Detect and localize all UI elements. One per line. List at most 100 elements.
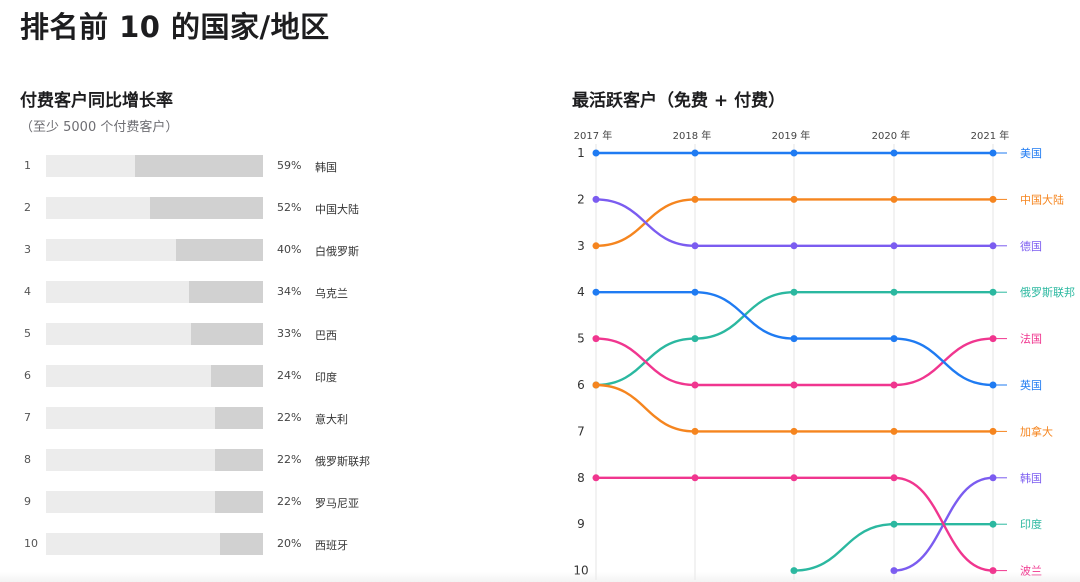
- series-end-label: 中国大陆: [1020, 192, 1064, 206]
- series-end-label: 法国: [1020, 332, 1042, 346]
- series-point: [890, 195, 898, 203]
- series-end-label: 印度: [1020, 517, 1042, 531]
- series-point: [890, 149, 898, 157]
- series-point: [691, 335, 699, 343]
- growth-panel-title: 付费客户同比增长率: [20, 91, 173, 111]
- series-point: [890, 427, 898, 435]
- growth-row: 4 34% 乌克兰: [0, 281, 520, 303]
- rank-label: 7: [24, 411, 31, 424]
- pct-label: 22%: [277, 411, 302, 424]
- x-tick-label: 2021 年: [971, 129, 1010, 142]
- bar-track: [46, 197, 263, 219]
- y-tick-label: 1: [577, 146, 585, 160]
- rank-label: 3: [24, 243, 31, 256]
- series-point: [691, 474, 699, 482]
- y-tick-label: 6: [577, 378, 585, 392]
- growth-row: 7 22% 意大利: [0, 407, 520, 429]
- bar-fill: [176, 239, 263, 261]
- x-tick-label: 2020 年: [872, 129, 911, 142]
- bar-track: [46, 281, 263, 303]
- y-tick-label: 7: [577, 424, 585, 438]
- series-point: [890, 567, 898, 575]
- rank-label: 1: [24, 159, 31, 172]
- pct-label: 33%: [277, 327, 302, 340]
- country-label: 中国大陆: [315, 203, 359, 216]
- series-point: [691, 242, 699, 250]
- bar-fill: [215, 491, 263, 513]
- series-point: [890, 288, 898, 296]
- series-point: [790, 149, 798, 157]
- bar-fill: [215, 449, 263, 471]
- y-tick-label: 3: [577, 239, 585, 253]
- country-label: 巴西: [315, 329, 337, 342]
- bar-fill: [134, 155, 263, 177]
- x-tick-label: 2017 年: [574, 129, 613, 142]
- series-point: [890, 474, 898, 482]
- country-label: 西班牙: [315, 539, 348, 552]
- growth-row: 6 24% 印度: [0, 365, 520, 387]
- y-tick-label: 10: [573, 564, 588, 578]
- series-point: [592, 195, 600, 203]
- bar-fill: [150, 197, 263, 219]
- series-point: [691, 195, 699, 203]
- series-point: [790, 567, 798, 575]
- bar-track: [46, 491, 263, 513]
- series-point: [691, 149, 699, 157]
- series-line: [595, 198, 993, 247]
- bar-track: [46, 365, 263, 387]
- country-label: 印度: [315, 371, 337, 384]
- series-point: [592, 474, 600, 482]
- pct-label: 22%: [277, 495, 302, 508]
- x-tick-label: 2018 年: [673, 129, 712, 142]
- series-line: [595, 476, 994, 572]
- country-label: 意大利: [315, 413, 348, 426]
- series-point: [790, 335, 798, 343]
- series-point: [790, 381, 798, 389]
- bar-track: [46, 323, 263, 345]
- bar-fill: [189, 281, 263, 303]
- pct-label: 20%: [277, 537, 302, 550]
- series-point: [592, 335, 600, 343]
- series-point: [790, 427, 798, 435]
- rank-label: 6: [24, 369, 31, 382]
- growth-row: 2 52% 中国大陆: [0, 197, 520, 219]
- rank-label: 2: [24, 201, 31, 214]
- y-tick-label: 8: [577, 471, 585, 485]
- series-point: [691, 288, 699, 296]
- y-tick-label: 4: [577, 285, 585, 299]
- series-point: [790, 288, 798, 296]
- country-label: 俄罗斯联邦: [315, 455, 370, 468]
- pct-label: 40%: [277, 243, 302, 256]
- bar-fill: [219, 533, 263, 555]
- series-point: [790, 195, 798, 203]
- series-end-label: 英国: [1020, 378, 1042, 392]
- pct-label: 22%: [277, 453, 302, 466]
- series-point: [790, 474, 798, 482]
- bar-track: [46, 449, 263, 471]
- series-end-label: 韩国: [1020, 471, 1042, 485]
- series-point: [890, 335, 898, 343]
- series-point: [592, 381, 600, 389]
- series-point: [890, 520, 898, 528]
- growth-row: 1 59% 韩国: [0, 155, 520, 177]
- page-title: 排名前 10 的国家/地区: [20, 10, 330, 44]
- pct-label: 24%: [277, 369, 302, 382]
- x-tick-label: 2019 年: [772, 129, 811, 142]
- series-line: [595, 291, 993, 387]
- series-end-label: 加拿大: [1020, 424, 1053, 438]
- series-point: [592, 242, 600, 250]
- rank-label: 5: [24, 327, 31, 340]
- series-point: [592, 288, 600, 296]
- y-tick-label: 5: [577, 332, 585, 346]
- growth-row: 3 40% 白俄罗斯: [0, 239, 520, 261]
- bar-fill: [191, 323, 263, 345]
- rank-label: 9: [24, 495, 31, 508]
- series-end-label: 德国: [1020, 239, 1042, 253]
- bar-track: [46, 407, 263, 429]
- series-point: [890, 242, 898, 250]
- growth-row: 5 33% 巴西: [0, 323, 520, 345]
- country-label: 罗马尼亚: [315, 497, 359, 510]
- series-end-label: 俄罗斯联邦: [1020, 286, 1075, 299]
- series-line: [595, 198, 993, 248]
- bar-fill: [210, 365, 263, 387]
